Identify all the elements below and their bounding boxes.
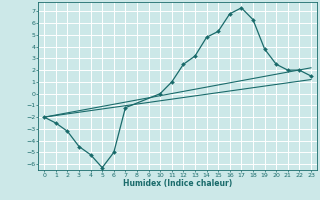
X-axis label: Humidex (Indice chaleur): Humidex (Indice chaleur)	[123, 179, 232, 188]
